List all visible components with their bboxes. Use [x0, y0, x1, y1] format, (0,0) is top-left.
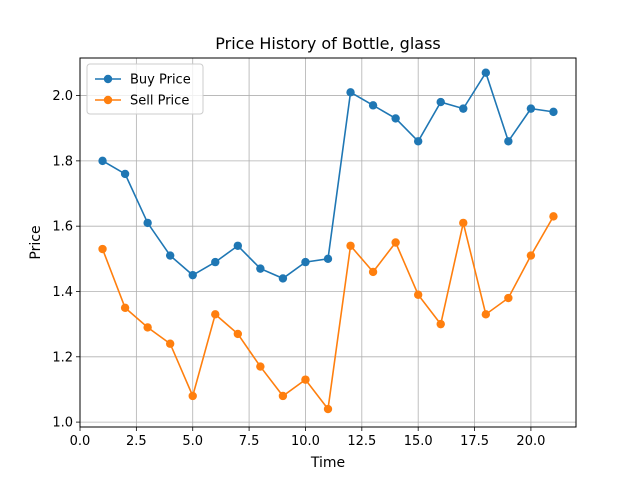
data-point [368, 101, 378, 110]
y-tick-label: 1.0 [52, 416, 73, 431]
series-sell-price [98, 212, 558, 414]
data-point [346, 88, 355, 97]
data-point [323, 254, 333, 264]
data-point [459, 218, 468, 228]
data-point [413, 290, 423, 299]
data-point [120, 169, 130, 179]
data-point [211, 310, 220, 319]
x-axis-label: Time [310, 455, 345, 471]
data-point [436, 97, 445, 107]
data-point [98, 156, 107, 166]
legend-marker [103, 95, 113, 105]
x-tick-label: 10.0 [291, 434, 320, 449]
plot-area-frame [79, 57, 577, 428]
y-tick-label: 1.6 [52, 220, 73, 235]
x-tick-label: 15.0 [404, 434, 433, 449]
data-point [165, 251, 175, 260]
x-tick-label: 5.0 [182, 434, 203, 449]
data-point [278, 274, 288, 283]
data-point [188, 270, 197, 280]
y-tick-label: 1.2 [52, 350, 73, 365]
data-point [278, 391, 288, 401]
legend-box [86, 63, 204, 115]
data-point [143, 218, 152, 228]
data-point [526, 104, 536, 113]
data-point [188, 391, 197, 401]
y-tick-label: 1.8 [52, 154, 73, 169]
data-point [549, 212, 558, 221]
y-tick-label: 2.0 [52, 89, 73, 104]
data-point [98, 244, 107, 254]
data-point [233, 241, 243, 250]
data-point [481, 310, 491, 319]
legend-marker [103, 74, 113, 84]
data-point [481, 68, 491, 77]
data-point [165, 339, 175, 348]
x-tick-label: 20.0 [516, 434, 545, 449]
data-point [143, 323, 152, 332]
data-point [346, 241, 355, 250]
chart-title: Price History of Bottle, glass [215, 34, 440, 53]
x-tick-label: 12.5 [347, 434, 376, 449]
data-point [549, 107, 558, 117]
legend-item: Sell Price [95, 94, 189, 109]
data-point [459, 104, 468, 113]
data-point [120, 303, 130, 313]
data-point [391, 238, 400, 247]
x-tick-label: 17.5 [460, 434, 489, 449]
data-point [368, 267, 378, 277]
legend: Buy Price Sell Price [86, 63, 204, 115]
grid-lines [79, 58, 576, 427]
data-point [256, 264, 265, 273]
y-tick-label: 1.4 [52, 285, 73, 300]
data-point [211, 257, 220, 267]
legend-label: Sell Price [130, 94, 189, 109]
x-tick-label: 7.5 [239, 434, 260, 449]
data-point [436, 319, 445, 329]
data-point [323, 404, 333, 414]
data-point [504, 293, 513, 303]
series-group [98, 68, 558, 414]
data-point [301, 375, 310, 384]
y-axis: 1.0 1.2 1.4 1.6 1.8 2.0 [52, 89, 80, 431]
data-point [391, 114, 400, 123]
x-axis: 0.0 2.5 5.0 7.5 10.0 12.5 15.0 17.5 20.0 [70, 427, 545, 449]
legend-item: Buy Price [95, 73, 191, 88]
data-point [233, 329, 243, 339]
data-point [526, 251, 536, 260]
data-point [504, 137, 513, 146]
legend-label: Buy Price [130, 73, 191, 88]
data-point [256, 362, 265, 371]
x-tick-label: 0.0 [70, 434, 91, 449]
y-axis-label: Price [28, 225, 44, 259]
x-tick-label: 2.5 [126, 434, 147, 449]
series-buy-price [98, 68, 558, 283]
data-point [301, 257, 310, 267]
data-point [413, 137, 423, 146]
